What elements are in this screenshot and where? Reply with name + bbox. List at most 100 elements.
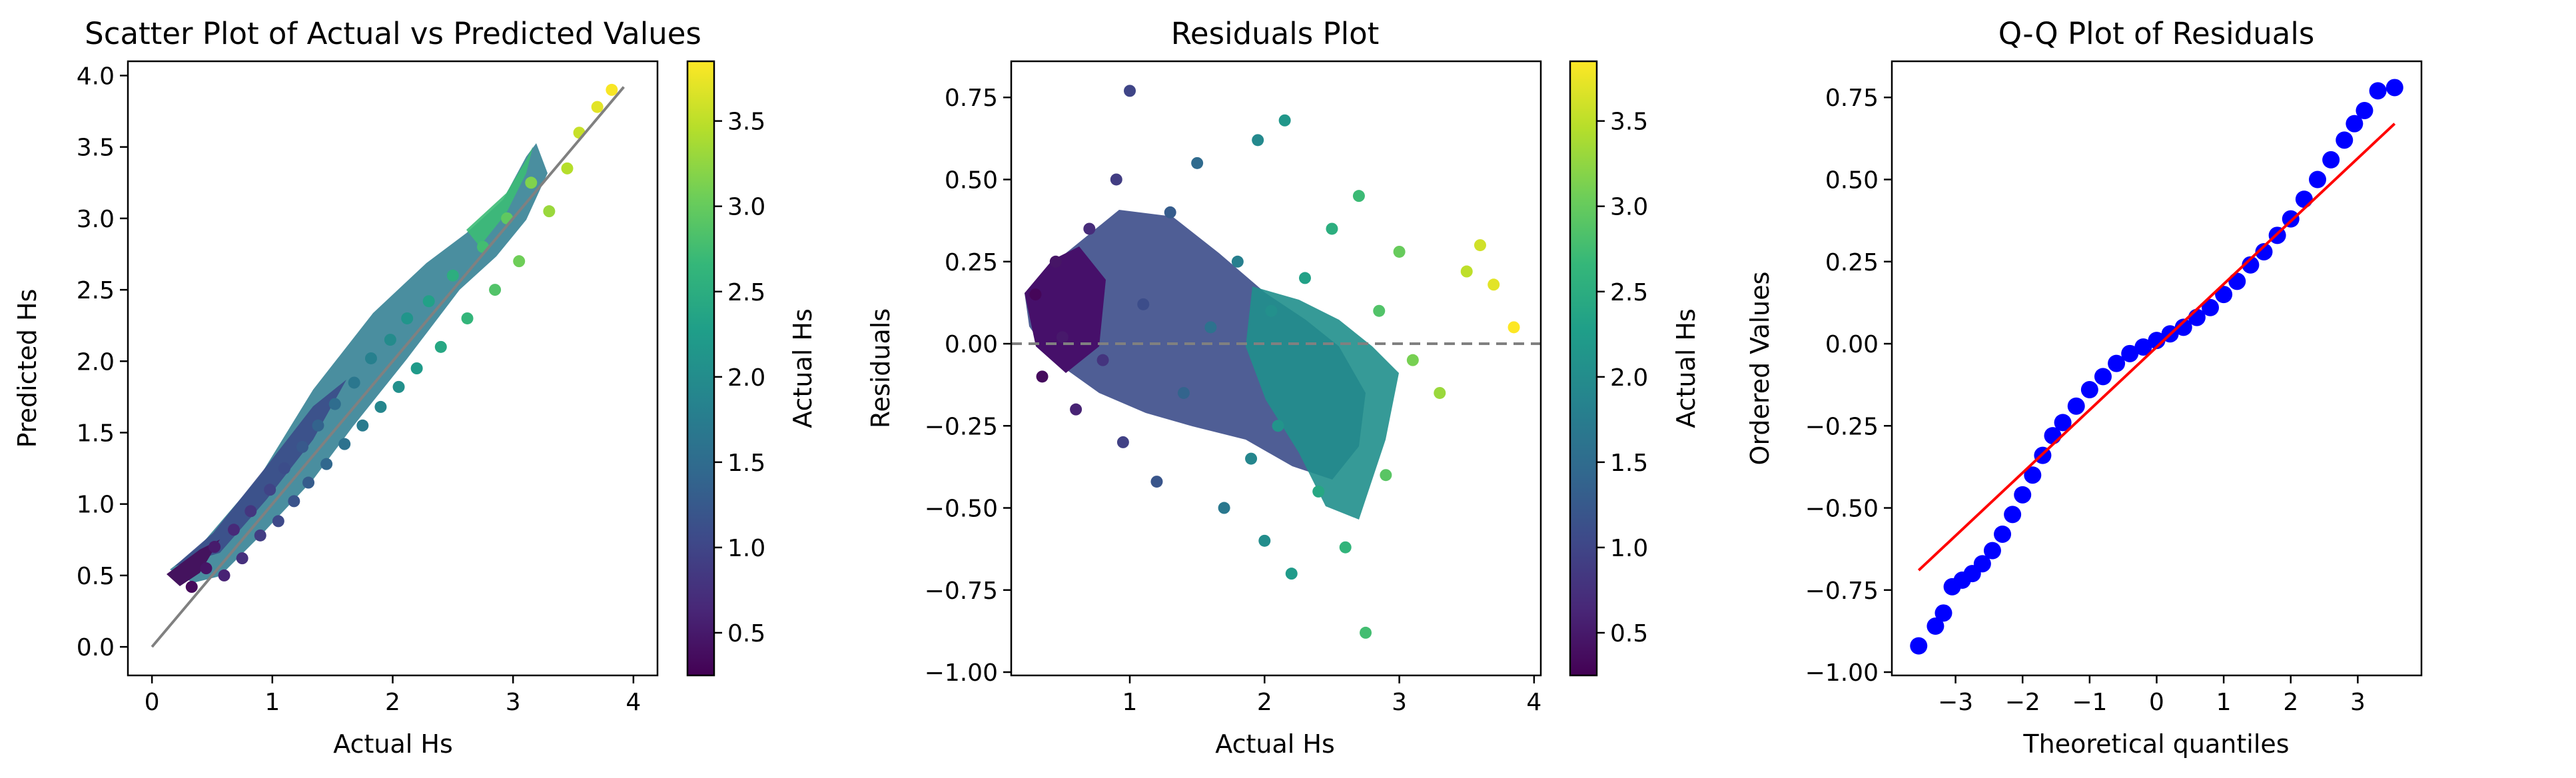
axis-ticks: 0 1 2 3 4 0.0 0.5 1.0 1.5 2.0 2.5 3.0 3.5 4.0 bbox=[77, 63, 642, 716]
data-point bbox=[1312, 485, 1325, 498]
data-point bbox=[401, 312, 414, 324]
data-point bbox=[1983, 542, 2001, 560]
y-axis-label: Predicted Hs bbox=[13, 289, 42, 448]
y-tick-label: 0.25 bbox=[1825, 249, 1879, 276]
data-point bbox=[2295, 191, 2313, 208]
x-tick-label: 2 bbox=[2283, 689, 2298, 716]
data-point bbox=[1029, 288, 1042, 301]
data-point bbox=[2385, 79, 2403, 97]
data-point bbox=[2134, 338, 2152, 356]
x-tick-label: −3 bbox=[1938, 689, 1973, 716]
data-point bbox=[302, 476, 315, 489]
data-point bbox=[348, 376, 360, 389]
data-point bbox=[2004, 506, 2022, 524]
residual-points bbox=[1029, 85, 1520, 639]
colorbar-tick-label: 1.5 bbox=[727, 450, 765, 477]
data-point bbox=[2228, 272, 2246, 290]
data-point bbox=[244, 505, 257, 518]
colorbar-tick-label: 1.5 bbox=[1610, 450, 1648, 477]
scatter-cloud-core bbox=[175, 380, 346, 566]
data-point bbox=[446, 269, 459, 282]
data-point bbox=[1124, 85, 1136, 97]
x-tick-label: 1 bbox=[2216, 689, 2232, 716]
data-point bbox=[2242, 256, 2260, 274]
y-tick-label: 0.00 bbox=[1825, 331, 1879, 358]
density-cloud bbox=[167, 143, 548, 586]
density-cloud bbox=[1025, 210, 1399, 520]
chart-title: Scatter Plot of Actual vs Predicted Valu… bbox=[85, 16, 701, 51]
colorbar-tick-label: 2.0 bbox=[727, 364, 765, 392]
y-tick-label: −1.00 bbox=[925, 659, 998, 687]
data-point bbox=[1285, 568, 1298, 580]
data-point bbox=[185, 581, 198, 593]
data-point bbox=[1373, 304, 1386, 317]
data-point bbox=[338, 438, 351, 450]
identity-line bbox=[151, 86, 625, 648]
y-axis-label: Residuals bbox=[866, 308, 895, 428]
colorbar bbox=[686, 60, 715, 677]
y-tick-label: −0.25 bbox=[925, 413, 998, 440]
data-point bbox=[1245, 452, 1258, 465]
data-point bbox=[525, 177, 538, 189]
x-axis-label: Theoretical quantiles bbox=[2022, 729, 2289, 759]
x-tick-label: −2 bbox=[2005, 689, 2040, 716]
colorbar-tick-label: 3.0 bbox=[1610, 194, 1648, 221]
data-point bbox=[1934, 604, 1952, 622]
x-tick-label: 3 bbox=[2350, 689, 2365, 716]
scatter-cloud-tail bbox=[167, 540, 220, 586]
y-tick-label: 0.00 bbox=[945, 331, 998, 358]
x-tick-label: 4 bbox=[1526, 689, 1541, 716]
colorbar-ticks: 0.5 1.0 1.5 2.0 2.5 3.0 3.5 bbox=[1597, 109, 1648, 647]
data-point bbox=[296, 440, 308, 453]
data-point bbox=[374, 400, 387, 413]
data-point bbox=[228, 524, 240, 536]
x-axis-label: Actual Hs bbox=[1215, 729, 1335, 759]
data-point bbox=[236, 552, 248, 565]
colorbar-tick-label: 3.5 bbox=[727, 109, 765, 136]
data-point bbox=[320, 458, 333, 470]
data-point bbox=[1460, 265, 1473, 278]
data-point bbox=[1393, 245, 1406, 258]
y-tick-label: −0.50 bbox=[1805, 496, 1879, 523]
data-point bbox=[1096, 354, 1109, 366]
data-point bbox=[2215, 286, 2233, 304]
data-point bbox=[2067, 397, 2085, 415]
y-tick-label: −0.50 bbox=[925, 496, 998, 523]
panel-residuals: Residuals Plot 1 2 3 4 0.75 0.50 0.25 0.00 −0.25… bbox=[866, 16, 1701, 759]
fit-line bbox=[1917, 123, 2396, 572]
colorbar-label: Actual Hs bbox=[788, 308, 817, 428]
x-tick-label: 3 bbox=[1392, 689, 1407, 716]
data-point bbox=[1036, 370, 1049, 383]
data-point bbox=[2202, 298, 2220, 316]
colorbar-tick-label: 1.0 bbox=[727, 535, 765, 562]
chart-title: Residuals Plot bbox=[1171, 16, 1380, 51]
y-tick-label: 1.0 bbox=[77, 492, 115, 519]
data-point bbox=[1177, 386, 1190, 399]
data-point bbox=[1191, 157, 1204, 169]
colorbar bbox=[1569, 60, 1598, 677]
data-point bbox=[422, 295, 435, 308]
data-point bbox=[288, 495, 300, 508]
data-point bbox=[1406, 354, 1419, 366]
data-point bbox=[1116, 436, 1129, 448]
data-point bbox=[1326, 222, 1338, 235]
data-point bbox=[2309, 171, 2327, 189]
data-point bbox=[1298, 272, 1311, 284]
data-point bbox=[364, 352, 377, 364]
y-tick-label: −0.25 bbox=[1805, 413, 1879, 440]
y-tick-label: 2.0 bbox=[77, 348, 115, 376]
data-point bbox=[1474, 239, 1486, 252]
colorbar-label: Actual Hs bbox=[1671, 308, 1701, 428]
data-point bbox=[1507, 321, 1520, 334]
x-tick-label: 4 bbox=[626, 689, 641, 716]
data-point bbox=[1258, 534, 1271, 547]
data-point bbox=[2255, 242, 2273, 260]
data-point bbox=[489, 284, 502, 296]
y-tick-label: 1.5 bbox=[77, 420, 115, 447]
x-axis-label: Actual Hs bbox=[333, 729, 453, 759]
data-point bbox=[2014, 486, 2032, 504]
data-point bbox=[2346, 115, 2363, 133]
data-point bbox=[254, 529, 266, 542]
colorbar-tick-label: 2.0 bbox=[1610, 364, 1648, 392]
